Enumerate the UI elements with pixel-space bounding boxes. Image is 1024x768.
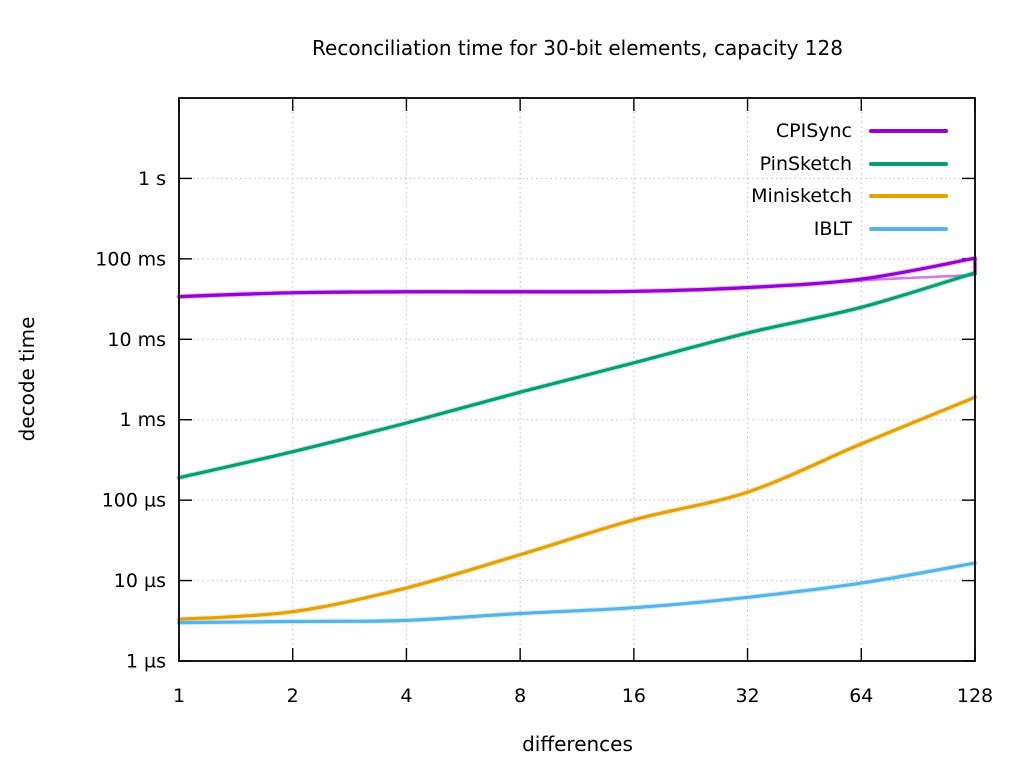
x-tick-label-8: 8 <box>514 685 526 707</box>
legend-line-sample-minisketch <box>869 194 948 199</box>
series-halo-iblt <box>176 560 978 626</box>
legend-row-minisketch: Minisketch <box>751 180 948 213</box>
y-tick-label-1 µs: 1 µs <box>126 651 166 673</box>
x-tick-label-1: 1 <box>173 685 185 707</box>
y-tick-label-10 ms: 10 ms <box>107 329 166 351</box>
chart-title: Reconciliation time for 30-bit elements,… <box>312 36 843 60</box>
series-line-pinsketch <box>177 271 977 480</box>
x-tick-label-64: 64 <box>849 685 873 707</box>
x-tick-label-32: 32 <box>735 685 759 707</box>
legend-label-cpisync: CPISync <box>775 120 852 143</box>
legend-row-cpisync: CPISync <box>751 115 948 148</box>
y-tick-label-100 µs: 100 µs <box>102 490 166 512</box>
x-tick-label-16: 16 <box>622 685 646 707</box>
legend-line-sample-pinsketch <box>869 161 948 166</box>
x-tick-label-2: 2 <box>287 685 299 707</box>
legend-label-pinsketch: PinSketch <box>759 152 852 175</box>
legend-row-iblt: IBLT <box>751 213 948 246</box>
legend-label-minisketch: Minisketch <box>751 185 852 208</box>
x-tick-label-128: 128 <box>957 685 993 707</box>
series-line-minisketch <box>177 395 977 621</box>
x-tick-label-4: 4 <box>400 685 412 707</box>
series-line-cpisync <box>177 256 977 299</box>
legend-label-iblt: IBLT <box>813 217 852 240</box>
y-tick-label-100 ms: 100 ms <box>95 248 166 270</box>
x-axis-label: differences <box>522 732 633 756</box>
y-tick-label-10 µs: 10 µs <box>114 570 166 592</box>
legend-row-pinsketch: PinSketch <box>751 148 948 181</box>
legend: CPISync PinSketch Minisketch IBLT <box>751 115 948 245</box>
y-tick-label-1 s: 1 s <box>138 168 166 190</box>
legend-line-sample-iblt <box>869 226 948 231</box>
series-line-iblt <box>177 561 977 625</box>
legend-line-sample-cpisync <box>869 129 948 134</box>
plot-frame <box>178 97 976 662</box>
y-tick-label-1 ms: 1 ms <box>119 409 166 431</box>
